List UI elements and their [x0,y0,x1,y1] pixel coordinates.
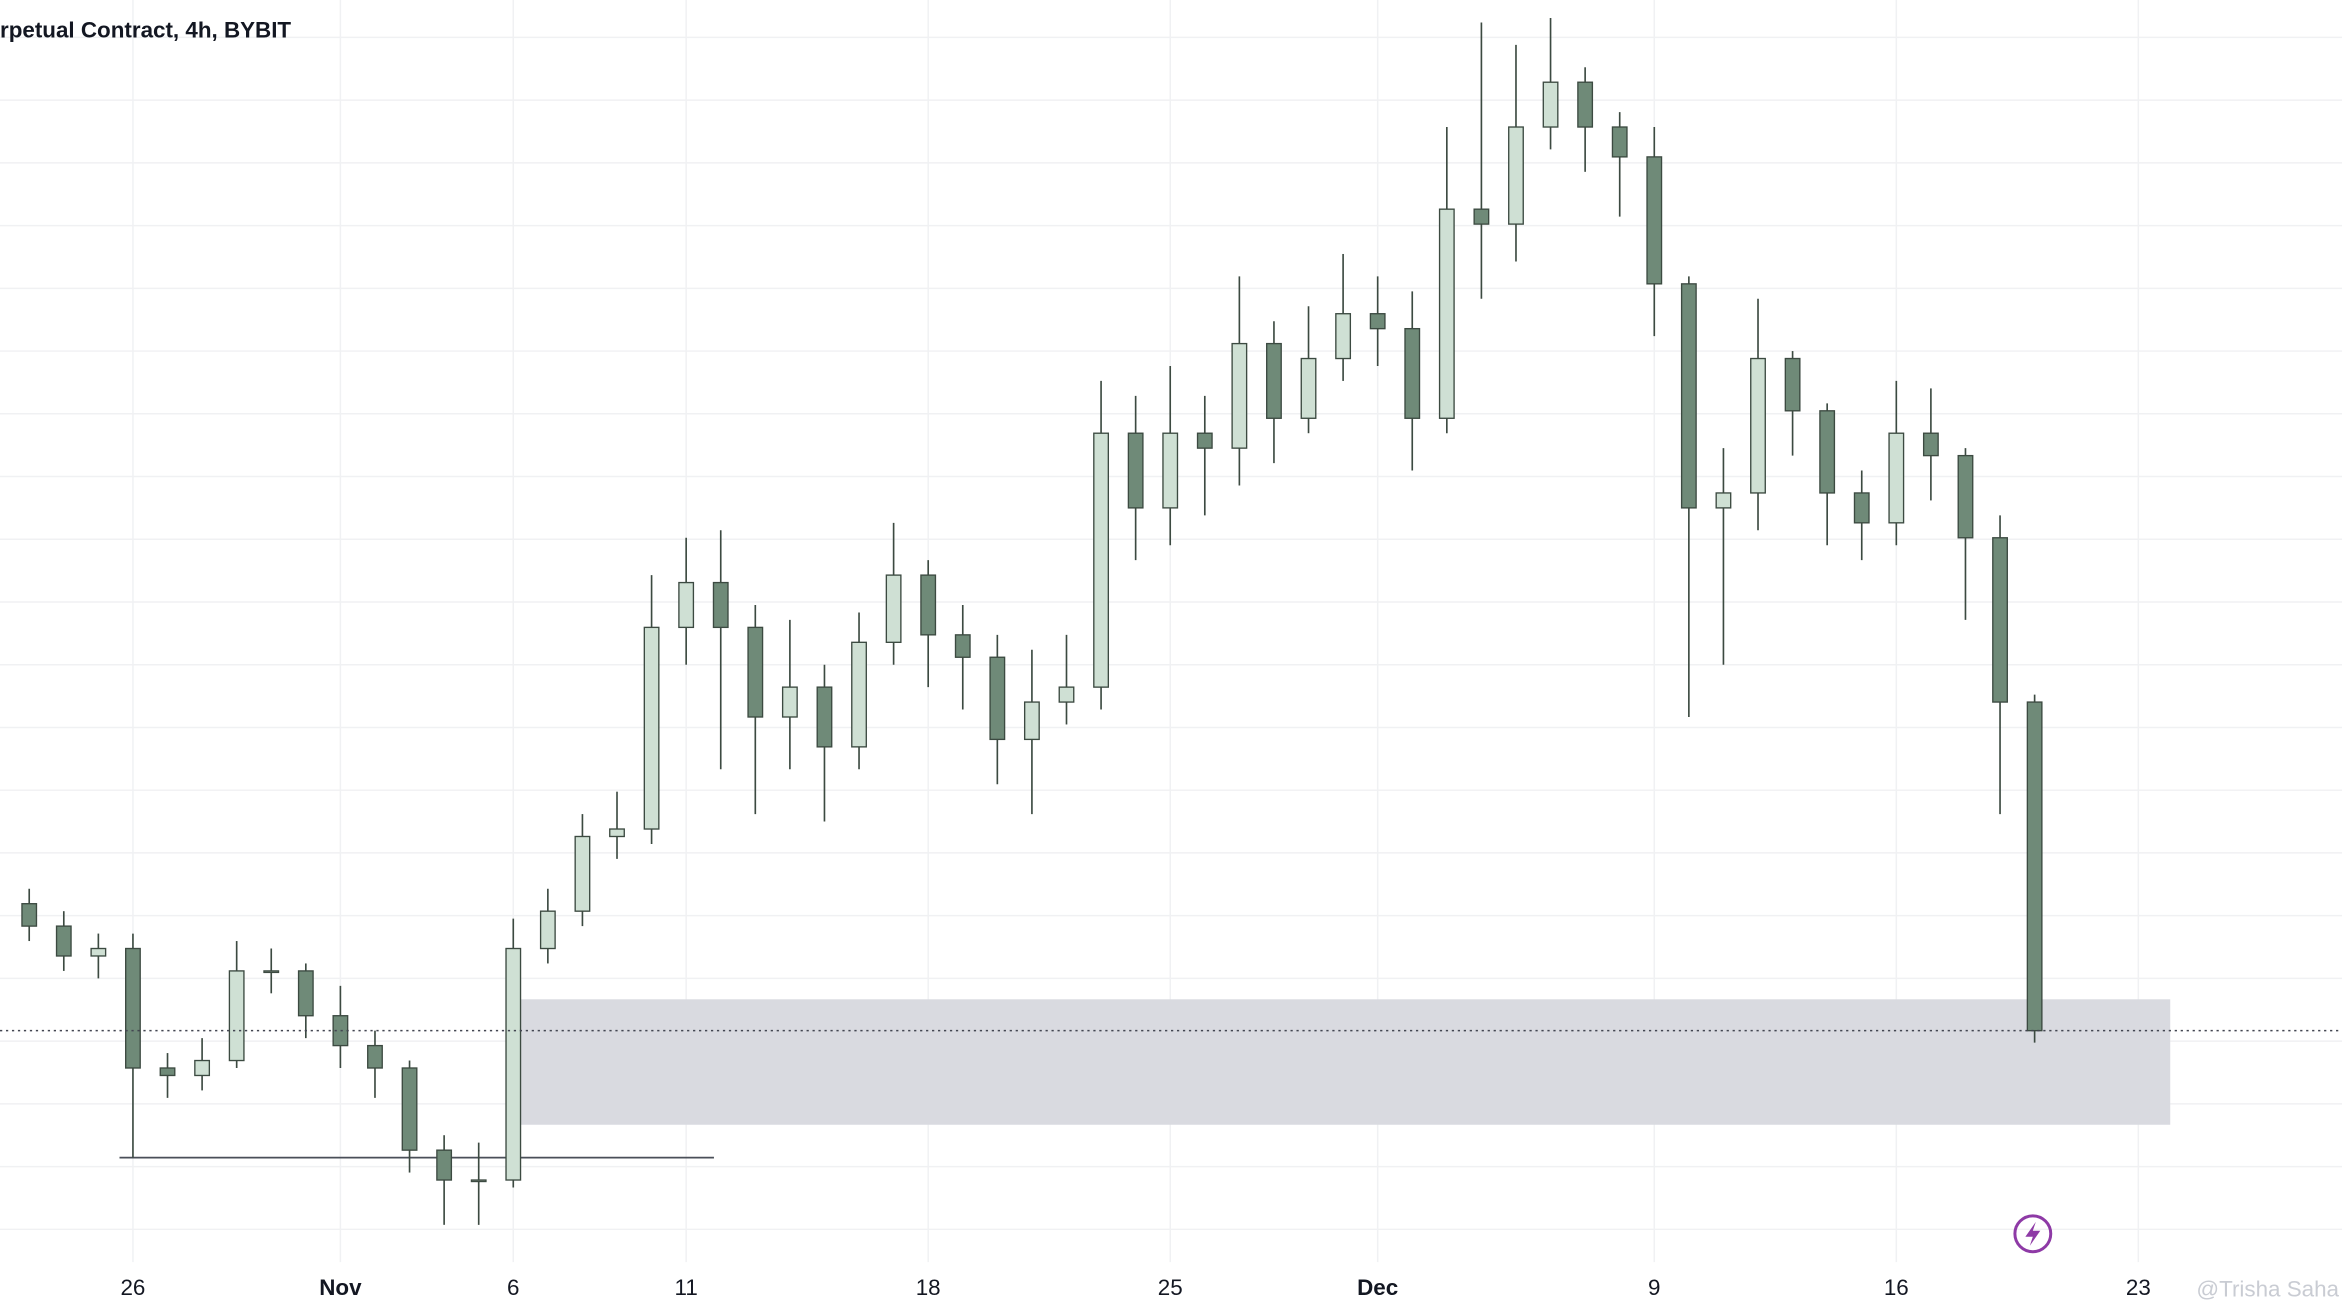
candle-body [1680,283,1697,509]
candle-body [539,910,556,950]
candle-body [401,1067,418,1151]
x-tick-label: 6 [507,1275,519,1300]
candle-body [1542,81,1559,128]
candle-body [678,581,695,629]
candle-body [1093,432,1110,688]
candle-body [989,656,1006,741]
candle-body [21,903,38,927]
x-tick-label: 23 [2126,1275,2151,1300]
candle-body [194,1059,211,1077]
x-tick-label: Dec [1357,1275,1398,1300]
candle-body [1473,208,1490,225]
x-tick-label: 18 [916,1275,941,1300]
candle-body [90,947,107,957]
x-tick-label: 9 [1648,1275,1660,1300]
chart-title: rpetual Contract, 4h, BYBIT [0,17,291,42]
candle-body [1231,342,1248,449]
x-axis: 26 Nov 6 11 18 25 Dec 9 16 23 [120,1275,2150,1300]
watermark: @Trisha Saha [2196,1276,2339,1301]
candle-body [1784,357,1801,412]
candle-body [436,1149,453,1181]
x-tick-label: 26 [120,1275,145,1300]
candle-body [1957,454,1974,539]
candle-body [228,970,245,1062]
candle-body [885,574,902,643]
candle-body [1058,686,1075,703]
candle-body [1508,126,1524,225]
candle-body [1162,432,1179,509]
candle-body [1266,342,1282,419]
x-tick-label: Nov [319,1275,362,1300]
candle-body [1992,537,2008,703]
candle-body [1335,313,1352,360]
x-tick-label: 25 [1158,1275,1183,1300]
candle-body [470,1179,487,1183]
candle-body [159,1067,176,1077]
candle-body [1715,492,1732,509]
candle-body [125,947,141,1069]
candle-body [747,626,764,718]
alert-icon [2013,1214,2053,1254]
candle-body [1888,432,1905,524]
candle-body [643,626,660,830]
zone-box [512,999,2171,1125]
candle-body [920,574,937,636]
candle-body [609,828,625,838]
candle-body [1438,208,1455,419]
candle-body [367,1044,383,1069]
candle-body [1750,357,1766,494]
candle-body [1127,432,1144,509]
x-tick-label: 16 [1884,1275,1909,1300]
candle-body [954,634,971,658]
candle-body [1611,126,1628,158]
candle-body [2026,701,2043,1032]
candles [0,17,2342,1225]
candle-body [1922,432,1939,457]
candle-body [1300,357,1317,419]
candle-body [505,947,522,1181]
candle-body [781,686,798,718]
candle-body [297,970,314,1017]
candle-body [1023,701,1040,741]
candle-body [1819,410,1836,494]
candle-body [712,581,729,629]
candle-body [55,925,72,957]
candle-body [1369,313,1386,330]
candle-body [1646,156,1663,285]
candle-body [816,686,833,748]
x-tick-label: 11 [675,1275,698,1300]
candle-body [1196,432,1213,449]
candle-body [1853,492,1870,524]
grid [0,0,2342,1263]
candle-body [851,641,867,748]
candle-body [1404,327,1421,419]
candle-body [1577,81,1594,128]
candle-body [574,835,591,912]
candle-body [263,970,280,974]
